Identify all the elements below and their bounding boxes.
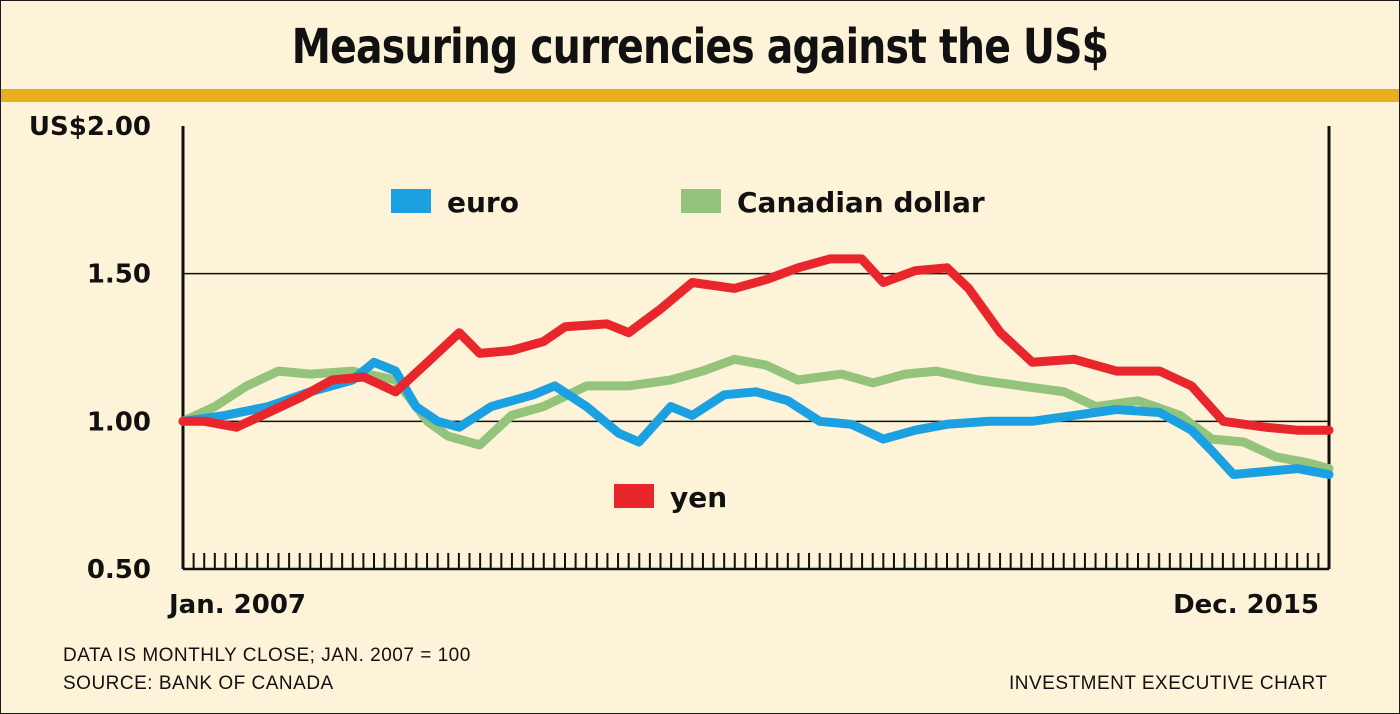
y-tick-label: 0.50 [87,555,151,585]
series-layer [178,254,1334,479]
chart-credit: INVESTMENT EXECUTIVE CHART [1009,673,1328,694]
source-note: SOURCE: BANK OF CANADA [63,673,334,694]
title-rule [1,89,1399,102]
label-layer: US$2.00 1.50 1.00 0.50 Jan. 2007 Dec. 2015 [29,112,1319,620]
legend-label-canadian-dollar: Canadian dollar [737,186,985,219]
series-line-euro [178,357,1334,479]
legend-swatch-yen [614,484,654,508]
x-start-label: Jan. 2007 [167,590,306,620]
data-note: DATA IS MONTHLY CLOSE; JAN. 2007 = 100 [63,645,471,666]
grid-layer [183,272,1329,423]
y-tick-label: 1.50 [87,260,151,290]
legend-swatch-canadian-dollar [681,189,721,213]
legend-label-yen: yen [670,481,727,514]
legend-layer: euro Canadian dollar yen [391,186,985,514]
x-end-label: Dec. 2015 [1173,590,1319,620]
legend-label-euro: euro [447,186,519,219]
series-line-yen [178,254,1334,435]
y-tick-label: US$2.00 [29,112,151,142]
chart-title: Measuring currencies against the US$ [291,19,1109,75]
axis-layer [181,126,1331,571]
y-tick-label: 1.00 [87,407,151,437]
legend-swatch-euro [391,189,431,213]
